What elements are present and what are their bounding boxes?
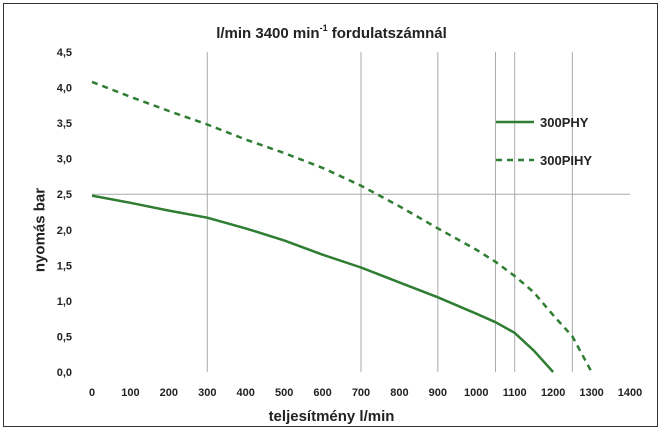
x-tick-label: 1100: [503, 387, 527, 399]
y-tick-label: 3,0: [57, 154, 72, 166]
x-tick-label: 600: [313, 387, 331, 399]
x-tick-label: 500: [275, 387, 293, 399]
y-tick-label: 3,5: [57, 118, 72, 130]
chart-title-superscript: -1: [319, 23, 328, 33]
y-tick-label: 2,5: [57, 189, 72, 201]
series-lines: [91, 80, 593, 373]
y-tick-label: 4,0: [57, 83, 72, 95]
x-tick-label: 800: [390, 387, 408, 399]
series-line-300phy: [91, 194, 555, 373]
x-tick-label: 700: [352, 387, 370, 399]
x-tick-labels: 0 100 200 300 400 500 600 700 800 900 1000 1100 1200…: [89, 387, 642, 399]
legend-label-300phy: 300PHY: [540, 115, 589, 130]
x-tick-label: 100: [121, 387, 139, 399]
y-tick-label: 0,5: [57, 331, 72, 343]
y-tick-label: 1,0: [57, 296, 72, 308]
x-tick-label: 900: [429, 387, 447, 399]
x-tick-label: 400: [237, 387, 255, 399]
chart-title: l/min 3400 min-1 fordulatszámnál: [0, 23, 663, 42]
x-tick-label: 200: [160, 387, 178, 399]
x-tick-label: 300: [198, 387, 216, 399]
y-tick-label: 2,0: [57, 225, 72, 237]
y-tick-label: 1,5: [57, 260, 72, 272]
x-tick-label: 1000: [464, 387, 488, 399]
chart-frame: [3, 3, 658, 427]
y-tick-label: 4,5: [57, 47, 72, 59]
legend: 300PHY 300PIHY: [496, 115, 592, 168]
x-tick-label: 1200: [541, 387, 565, 399]
x-axis-label: teljesítmény l/min: [268, 408, 395, 425]
gridlines: [92, 52, 630, 372]
legend-label-300pihy: 300PIHY: [540, 153, 592, 168]
x-tick-label: 0: [89, 387, 95, 399]
y-tick-labels: 0,0 0,5 1,0 1,5 2,0 2,5 3,0 3,5 4,0 4,5: [57, 47, 72, 379]
y-tick-label: 0,0: [57, 367, 72, 379]
chart-title-tail: fordulatszámnál: [327, 25, 447, 42]
x-tick-label: 1400: [618, 387, 642, 399]
chart-title-main: l/min 3400 min: [216, 25, 320, 42]
x-tick-label: 1300: [579, 387, 603, 399]
series-line-300pihy: [91, 80, 593, 373]
